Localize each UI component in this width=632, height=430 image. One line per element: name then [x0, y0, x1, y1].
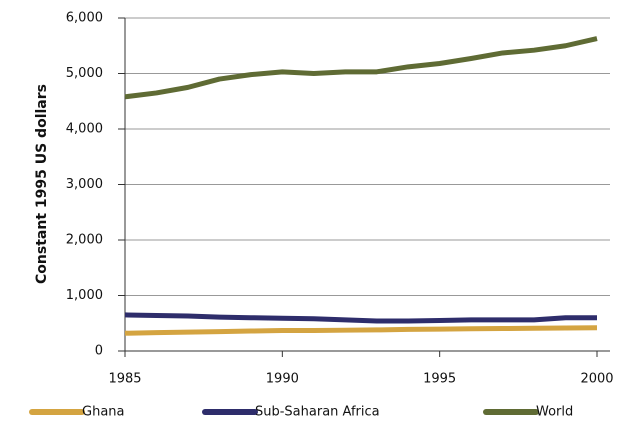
legend-label: Sub-Saharan Africa: [255, 405, 380, 420]
y-tick-label: 3,000: [66, 177, 103, 192]
x-tick-label: 1985: [108, 372, 141, 387]
x-tick-label: 1990: [266, 372, 299, 387]
legend-label: World: [536, 405, 573, 420]
x-tick-label: 1995: [423, 372, 456, 387]
y-tick-label: 0: [95, 344, 103, 359]
y-tick-label: 1,000: [66, 288, 103, 303]
y-tick-label: 4,000: [66, 122, 103, 137]
series-line: [124, 312, 597, 324]
y-tick-label: 6,000: [66, 11, 103, 26]
series-line: [124, 36, 598, 100]
y-axis-label: Constant 1995 US dollars: [34, 84, 50, 284]
series-line: [124, 325, 598, 336]
x-tick-label: 2000: [580, 372, 613, 387]
y-tick-label: 5,000: [66, 66, 103, 81]
legend-label: Ghana: [82, 405, 125, 420]
y-tick-label: 2,000: [66, 233, 103, 248]
